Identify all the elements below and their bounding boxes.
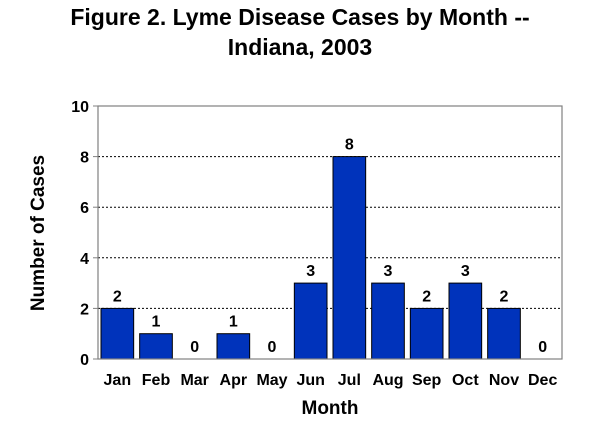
bar-aug	[371, 282, 405, 360]
x-tick-label: Mar	[180, 372, 208, 389]
bar-apr	[216, 333, 251, 360]
x-tick-label: Apr	[220, 372, 248, 389]
bar-jul	[332, 156, 367, 360]
chart-title: Figure 2. Lyme Disease Cases by Month --…	[70, 4, 530, 60]
data-label: 8	[345, 137, 354, 154]
x-tick-label: Aug	[372, 372, 403, 389]
data-label: 2	[113, 288, 122, 305]
x-tick-label: Feb	[142, 372, 171, 389]
x-tick-label: Jun	[296, 372, 324, 389]
x-axis-label: Month	[302, 398, 359, 419]
x-tick-label: Sep	[412, 372, 442, 389]
data-label: 3	[461, 263, 470, 280]
x-tick-label: Oct	[452, 372, 479, 389]
bar-nov	[487, 307, 521, 360]
y-tick-label: 4	[80, 251, 89, 268]
data-label: 0	[190, 339, 199, 356]
y-tick-label: 10	[71, 99, 89, 116]
bar-sep	[409, 307, 444, 360]
data-label: 0	[268, 339, 277, 356]
y-tick-label: 8	[80, 150, 89, 167]
data-label: 3	[384, 263, 393, 280]
x-tick-label: May	[256, 372, 287, 389]
bar-oct	[448, 282, 483, 360]
x-tick-label: Nov	[489, 372, 519, 389]
data-label: 0	[538, 339, 547, 356]
x-tick-label: Dec	[528, 372, 557, 389]
data-label: 1	[229, 314, 238, 331]
bar-feb	[139, 333, 173, 360]
data-label: 3	[306, 263, 315, 280]
y-tick-label: 6	[80, 200, 89, 217]
plot-frame	[97, 105, 563, 360]
x-tick-label: Jul	[338, 372, 361, 389]
bar-jan	[100, 307, 135, 360]
bar-jun	[293, 282, 328, 360]
y-tick-label: 0	[80, 352, 89, 369]
x-tick-label: Jan	[104, 372, 132, 389]
y-tick-label: 2	[80, 301, 89, 318]
data-label: 2	[500, 288, 509, 305]
y-axis-label: Number of Cases	[28, 155, 49, 311]
data-label: 1	[152, 314, 161, 331]
data-label: 2	[422, 288, 431, 305]
